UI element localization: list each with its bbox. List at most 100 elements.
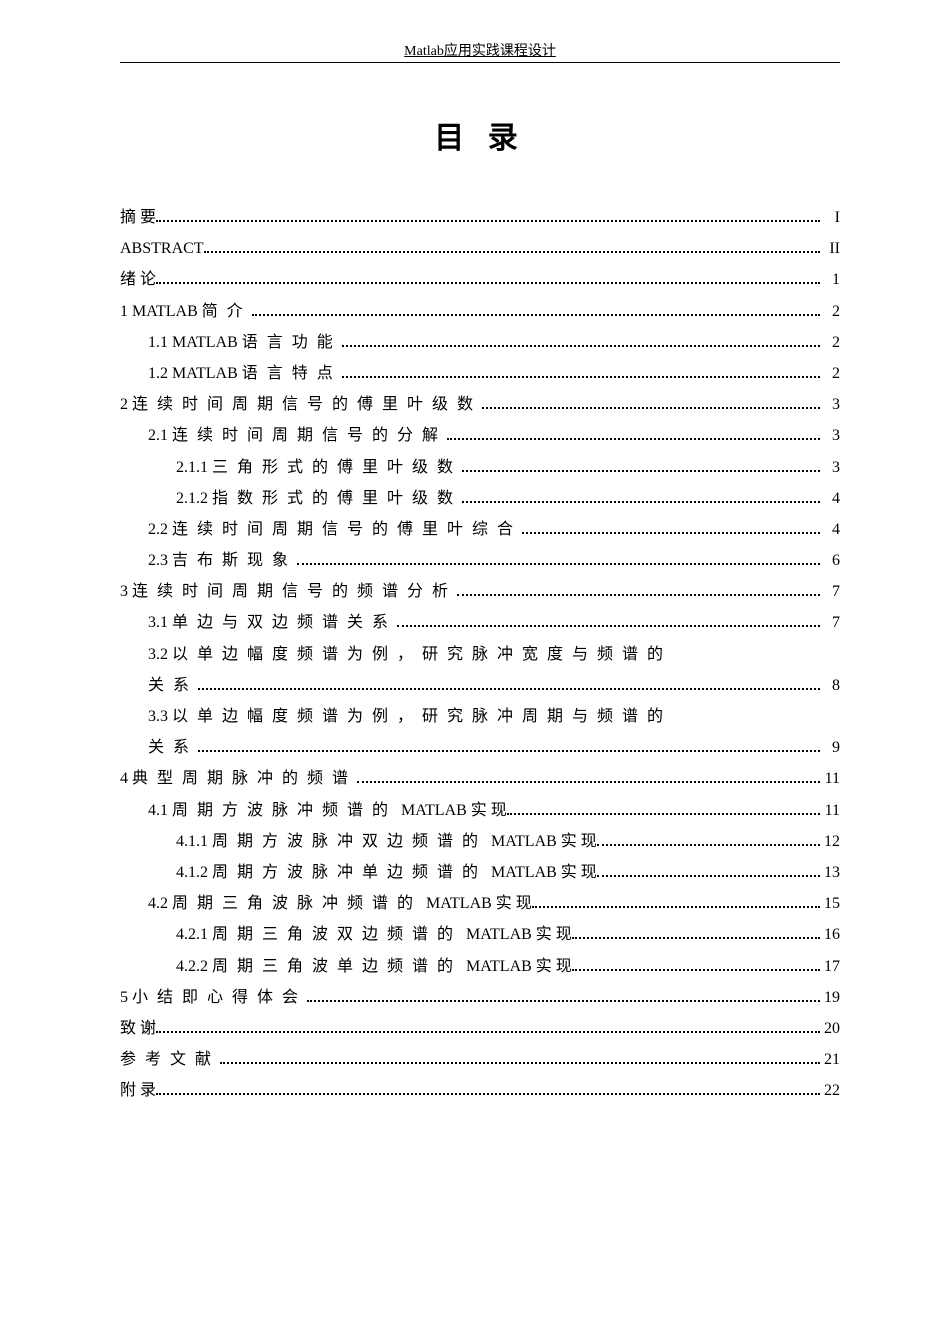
toc-entry: 2.1 连续时间周期信号的分解 3 [120,420,840,451]
toc-leader-dots [532,906,820,908]
toc-leader-dots [342,345,820,347]
toc-label: 2.1.2 指数形式的傅里叶级数 [176,483,462,514]
toc-page-number: 9 [824,732,840,763]
toc-leader-dots [297,563,820,565]
toc-entry: 摘 要I [120,202,840,233]
toc-leader-dots [462,470,820,472]
toc-page-number: 11 [824,763,840,794]
toc-page-number: 15 [824,888,840,919]
toc-page-number: 16 [824,919,840,950]
toc-leader-dots [572,969,820,971]
toc-page-number: 2 [824,327,840,358]
toc-leader-dots [357,781,820,783]
toc-label: 4.1.2 周期方波脉冲单边频谱的 MATLAB 实 现 [176,857,597,888]
toc-label: 3.2 以单边幅度频谱为例，研究脉冲宽度与频谱的 [148,639,672,670]
toc-leader-dots [447,438,820,440]
toc-page-number: 3 [824,452,840,483]
toc-leader-dots [597,875,820,877]
toc-leader-dots [252,314,820,316]
toc-leader-dots [156,282,820,284]
toc-label: 1 MATLAB 简介 [120,296,252,327]
toc-entry: ABSTRACT II [120,233,840,264]
toc-leader-dots [507,813,820,815]
toc-label: 2.3 吉布斯现象 [148,545,297,576]
toc-page-number: 8 [824,670,840,701]
toc-entry: 2.1.2 指数形式的傅里叶级数 4 [120,483,840,514]
toc-leader-dots [457,594,820,596]
toc-page-number: 7 [824,607,840,638]
toc-page-number: 4 [824,514,840,545]
toc-entry: 致 谢20 [120,1013,840,1044]
toc-page-number: 2 [824,358,840,389]
toc-page-number: 11 [824,795,840,826]
toc-entry: 4.1.2 周期方波脉冲单边频谱的 MATLAB 实 现 13 [120,857,840,888]
toc-label: 2 连续时间周期信号的傅里叶级数 [120,389,482,420]
toc-page-number: 2 [824,296,840,327]
toc-list: 摘 要IABSTRACTII绪 论11 MATLAB 简介21.1 MATLAB… [120,202,840,1106]
toc-leader-dots [307,1000,820,1002]
toc-entry: 2.1.1 三角形式的傅里叶级数 3 [120,452,840,483]
header-divider [120,62,840,63]
toc-leader-dots [342,376,820,378]
toc-page-number: 1 [824,264,840,295]
toc-label: 4.2.2 周期三角波单边频谱的 MATLAB 实 现 [176,951,572,982]
toc-label: 2.1.1 三角形式的傅里叶级数 [176,452,462,483]
toc-label: 2.2 连续时间周期信号的傅里叶综合 [148,514,522,545]
toc-label: 4.1 周期方波脉冲频谱的 MATLAB 实 现 [148,795,507,826]
toc-label: 参考文献 [120,1044,220,1075]
toc-entry: 3.1 单边与双边频谱关系7 [120,607,840,638]
toc-page-number: 4 [824,483,840,514]
toc-label: ABSTRACT [120,233,204,264]
toc-leader-dots [156,1093,820,1095]
toc-leader-dots [198,750,820,752]
toc-entry: 绪 论1 [120,264,840,295]
toc-leader-dots [198,688,820,690]
toc-entry: 4.2.1 周期三角波双边频谱的 MATLAB 实 现16 [120,919,840,950]
toc-entry: 5 小结即心得体会 19 [120,982,840,1013]
toc-label: 4.1.1 周期方波脉冲双边频谱的 MATLAB 实 现 [176,826,597,857]
toc-page-number: 3 [824,389,840,420]
toc-entry: 3.3 以单边幅度频谱为例，研究脉冲周期与频谱的 [120,701,840,732]
toc-page-number: 12 [824,826,840,857]
toc-leader-dots [597,844,820,846]
toc-entry: 4.1 周期方波脉冲频谱的 MATLAB 实 现 11 [120,795,840,826]
toc-leader-dots [522,532,820,534]
toc-entry: 3 连续时间周期信号的频谱分析 7 [120,576,840,607]
toc-entry: 附 录 22 [120,1075,840,1106]
toc-entry: 4.1.1 周期方波脉冲双边频谱的 MATLAB 实 现 12 [120,826,840,857]
toc-label: 2.1 连续时间周期信号的分解 [148,420,447,451]
toc-page-number: 20 [824,1013,840,1044]
toc-entry: 关系9 [120,732,840,763]
toc-leader-dots [156,1031,820,1033]
toc-page-number: 22 [824,1075,840,1106]
toc-entry: 2.3 吉布斯现象 6 [120,545,840,576]
toc-leader-dots [397,625,820,627]
toc-entry: 4.2 周期三角波脉冲频谱的 MATLAB 实 现 15 [120,888,840,919]
page-header: Matlab应用实践课程设计 [120,40,840,60]
toc-label: 3.3 以单边幅度频谱为例，研究脉冲周期与频谱的 [148,701,672,732]
toc-page-number: 7 [824,576,840,607]
toc-label: 附 录 [120,1075,156,1106]
toc-page-number: 13 [824,857,840,888]
toc-label: 1.1 MATLAB 语言功能 [148,327,342,358]
toc-page-number: 17 [824,951,840,982]
toc-leader-dots [156,220,820,222]
toc-leader-dots [204,251,820,253]
toc-page-number: 3 [824,420,840,451]
toc-entry: 4 典型周期脉冲的频谱11 [120,763,840,794]
toc-label: 摘 要 [120,202,156,233]
toc-entry: 3.2 以单边幅度频谱为例，研究脉冲宽度与频谱的 [120,639,840,670]
toc-label: 3 连续时间周期信号的频谱分析 [120,576,457,607]
toc-entry: 1.1 MATLAB 语言功能 2 [120,327,840,358]
toc-page-number: 6 [824,545,840,576]
toc-entry: 4.2.2 周期三角波单边频谱的 MATLAB 实 现 17 [120,951,840,982]
toc-label: 4.2 周期三角波脉冲频谱的 MATLAB 实 现 [148,888,532,919]
toc-entry: 1.2 MATLAB 语言特点 2 [120,358,840,389]
toc-leader-dots [482,407,820,409]
toc-page-number: 19 [824,982,840,1013]
toc-label: 1.2 MATLAB 语言特点 [148,358,342,389]
toc-title: 目 录 [120,113,840,157]
toc-leader-dots [572,937,820,939]
toc-page-number: II [824,233,840,264]
toc-label: 5 小结即心得体会 [120,982,307,1013]
